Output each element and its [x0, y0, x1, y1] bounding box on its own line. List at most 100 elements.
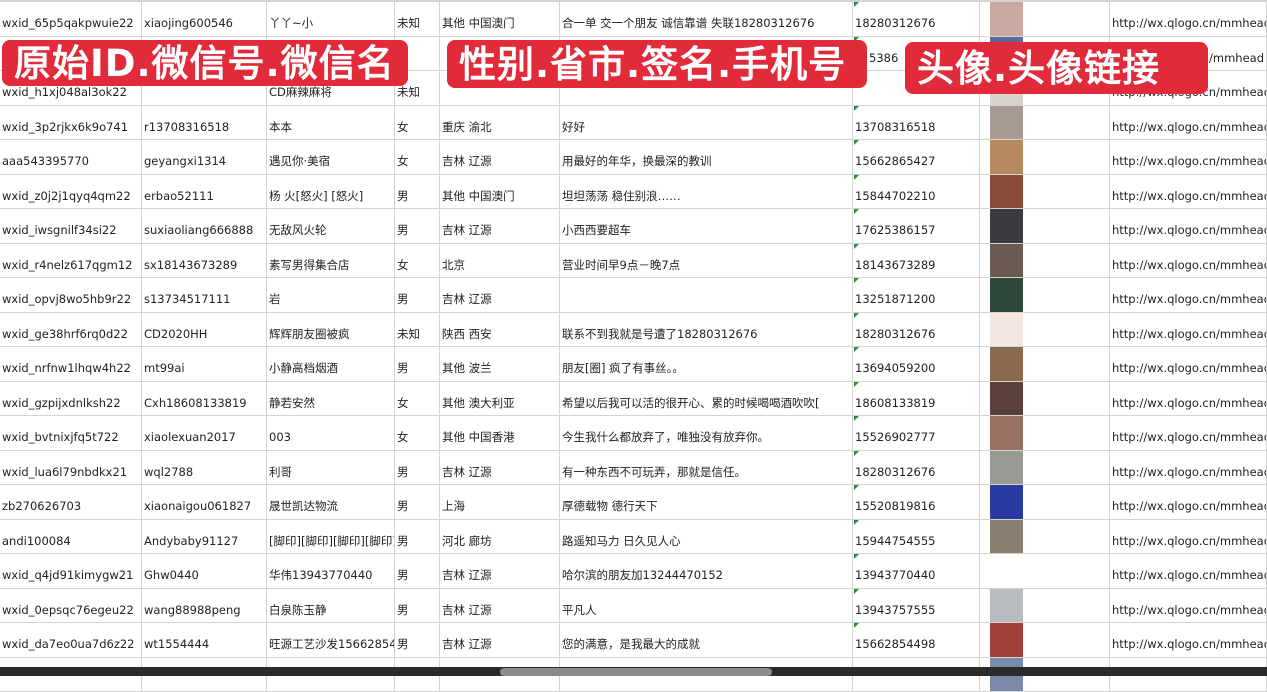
- cell-region[interactable]: 其他 中国澳门: [440, 175, 560, 209]
- cell-gender[interactable]: 女: [395, 416, 440, 450]
- cell-signature[interactable]: [560, 278, 853, 312]
- cell-original-id[interactable]: wxid_opvj8wo5hb9r22: [0, 278, 142, 312]
- cell-gender[interactable]: 男: [395, 278, 440, 312]
- cell-wechat-id[interactable]: Andybaby91127: [142, 520, 267, 554]
- cell-avatar[interactable]: [980, 313, 1110, 347]
- cell-wechat-id[interactable]: erbao52111: [142, 175, 267, 209]
- cell-region[interactable]: 其他 澳大利亚: [440, 382, 560, 416]
- cell-region[interactable]: 其他 中国香港: [440, 416, 560, 450]
- cell-original-id[interactable]: wxid_nrfnw1lhqw4h22: [0, 347, 142, 381]
- cell-signature[interactable]: 希望以后我可以活的很开心、累的时候喝喝酒吹吹[: [560, 382, 853, 416]
- cell-original-id[interactable]: wxid_lua6l79nbdkx21: [0, 451, 142, 485]
- cell-region[interactable]: 吉林 辽源: [440, 554, 560, 588]
- cell-phone[interactable]: 13943770440: [853, 554, 980, 588]
- cell-region[interactable]: 吉林 辽源: [440, 140, 560, 174]
- cell-signature[interactable]: 好好: [560, 106, 853, 140]
- cell-original-id[interactable]: wxid_0epsqc76egeu22: [0, 589, 142, 623]
- cell-wechat-name[interactable]: 无敌风火轮: [267, 209, 395, 243]
- cell-avatar-url[interactable]: http://wx.qlogo.cn/mmhead: [1110, 2, 1267, 36]
- cell-avatar[interactable]: [980, 451, 1110, 485]
- cell-wechat-id[interactable]: xiaolexuan2017: [142, 416, 267, 450]
- cell-wechat-id[interactable]: s13734517111: [142, 278, 267, 312]
- cell-gender[interactable]: 男: [395, 175, 440, 209]
- cell-gender[interactable]: 女: [395, 382, 440, 416]
- cell-original-id[interactable]: wxid_3p2rjkx6k9o741: [0, 106, 142, 140]
- cell-phone[interactable]: 13251871200: [853, 278, 980, 312]
- cell-phone[interactable]: 18280312676: [853, 313, 980, 347]
- cell-signature[interactable]: 用最好的年华，换最深的教训: [560, 140, 853, 174]
- cell-avatar-url[interactable]: http://wx.qlogo.cn/mmhead: [1110, 244, 1267, 278]
- cell-region[interactable]: 其他 中国澳门: [440, 2, 560, 36]
- cell-original-id[interactable]: andi100084: [0, 520, 142, 554]
- cell-region[interactable]: 吉林 辽源: [440, 623, 560, 657]
- cell-phone[interactable]: 15526902777: [853, 416, 980, 450]
- cell-avatar-url[interactable]: http://wx.qlogo.cn/mmhead: [1110, 520, 1267, 554]
- cell-avatar[interactable]: [980, 416, 1110, 450]
- cell-wechat-id[interactable]: mt99ai: [142, 347, 267, 381]
- cell-wechat-name[interactable]: 丫丫~小: [267, 2, 395, 36]
- cell-wechat-id[interactable]: suxiaoliang666888: [142, 209, 267, 243]
- cell-wechat-id[interactable]: Ghw0440: [142, 554, 267, 588]
- cell-gender[interactable]: 男: [395, 589, 440, 623]
- cell-phone[interactable]: 18143673289: [853, 244, 980, 278]
- cell-region[interactable]: 吉林 辽源: [440, 209, 560, 243]
- cell-wechat-name[interactable]: [脚印][脚印][脚印][脚印]: [267, 520, 395, 554]
- cell-gender[interactable]: 未知: [395, 2, 440, 36]
- cell-original-id[interactable]: wxid_r4nelz617qgm12: [0, 244, 142, 278]
- cell-phone[interactable]: 13694059200: [853, 347, 980, 381]
- cell-avatar-url[interactable]: http://wx.qlogo.cn/mmhead: [1110, 313, 1267, 347]
- cell-wechat-id[interactable]: xiaojing600546: [142, 2, 267, 36]
- cell-phone[interactable]: 17625386157: [853, 209, 980, 243]
- cell-original-id[interactable]: zb270626703: [0, 485, 142, 519]
- cell-original-id[interactable]: wxid_da7eo0ua7d6z22: [0, 623, 142, 657]
- cell-avatar[interactable]: [980, 485, 1110, 519]
- cell-avatar-url[interactable]: http://wx.qlogo.cn/mmhead: [1110, 416, 1267, 450]
- cell-avatar[interactable]: [980, 589, 1110, 623]
- cell-phone[interactable]: 18608133819: [853, 382, 980, 416]
- cell-avatar-url[interactable]: http://wx.qlogo.cn/mmhead: [1110, 485, 1267, 519]
- cell-avatar[interactable]: [980, 2, 1110, 36]
- cell-avatar[interactable]: [980, 244, 1110, 278]
- cell-signature[interactable]: 平凡人: [560, 589, 853, 623]
- cell-wechat-id[interactable]: Cxh18608133819: [142, 382, 267, 416]
- cell-avatar-url[interactable]: http://wx.qlogo.cn/mmhead: [1110, 106, 1267, 140]
- cell-gender[interactable]: 男: [395, 451, 440, 485]
- cell-avatar[interactable]: [980, 382, 1110, 416]
- cell-signature[interactable]: 营业时间早9点－晚7点: [560, 244, 853, 278]
- cell-signature[interactable]: 今生我什么都放弃了，唯独没有放弃你。: [560, 416, 853, 450]
- cell-avatar[interactable]: [980, 140, 1110, 174]
- cell-original-id[interactable]: wxid_65p5qakpwuie22: [0, 2, 142, 36]
- cell-avatar-url[interactable]: http://wx.qlogo.cn/mmhead: [1110, 554, 1267, 588]
- cell-region[interactable]: 吉林 辽源: [440, 278, 560, 312]
- cell-original-id[interactable]: wxid_ge38hrf6rq0d22: [0, 313, 142, 347]
- cell-region[interactable]: 重庆 渝北: [440, 106, 560, 140]
- cell-original-id[interactable]: wxid_z0j2j1qyq4qm22: [0, 175, 142, 209]
- cell-wechat-name[interactable]: 利哥: [267, 451, 395, 485]
- cell-phone[interactable]: 13943757555: [853, 589, 980, 623]
- cell-signature[interactable]: 小西西要超车: [560, 209, 853, 243]
- cell-phone[interactable]: 15520819816: [853, 485, 980, 519]
- cell-avatar-url[interactable]: http://wx.qlogo.cn/mmhead: [1110, 175, 1267, 209]
- cell-gender[interactable]: 女: [395, 106, 440, 140]
- cell-wechat-name[interactable]: 岩: [267, 278, 395, 312]
- cell-avatar[interactable]: [980, 554, 1110, 588]
- cell-avatar[interactable]: [980, 347, 1110, 381]
- cell-wechat-name[interactable]: 遇见你·美宿: [267, 140, 395, 174]
- cell-gender[interactable]: 男: [395, 485, 440, 519]
- cell-region[interactable]: 其他 波兰: [440, 347, 560, 381]
- cell-avatar[interactable]: [980, 175, 1110, 209]
- cell-gender[interactable]: 男: [395, 520, 440, 554]
- cell-region[interactable]: 陕西 西安: [440, 313, 560, 347]
- cell-phone[interactable]: 15844702210: [853, 175, 980, 209]
- cell-original-id[interactable]: aaa543395770: [0, 140, 142, 174]
- cell-wechat-id[interactable]: xiaonaigou061827: [142, 485, 267, 519]
- horizontal-scrollbar[interactable]: [500, 668, 772, 676]
- cell-wechat-name[interactable]: 杨 火[怒火] [怒火]: [267, 175, 395, 209]
- cell-avatar[interactable]: [980, 106, 1110, 140]
- cell-phone[interactable]: 15662854498: [853, 623, 980, 657]
- cell-region[interactable]: 吉林 辽源: [440, 451, 560, 485]
- cell-original-id[interactable]: wxid_iwsgnilf34si22: [0, 209, 142, 243]
- cell-region[interactable]: 河北 廊坊: [440, 520, 560, 554]
- cell-wechat-id[interactable]: wang88988peng: [142, 589, 267, 623]
- cell-avatar[interactable]: [980, 278, 1110, 312]
